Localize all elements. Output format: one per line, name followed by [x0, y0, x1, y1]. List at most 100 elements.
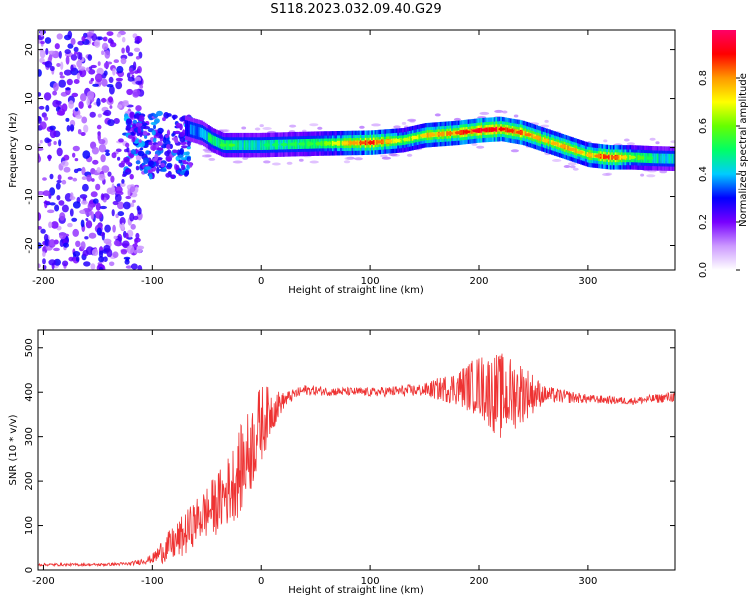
noise-speckle [123, 201, 131, 210]
ridge-cell [655, 155, 658, 161]
ridge-cell [261, 142, 264, 148]
ridge-cell [665, 156, 667, 161]
blob-speckle [165, 134, 169, 138]
blob-speckle [166, 129, 171, 137]
noise-speckle [134, 40, 140, 44]
noise-speckle [38, 143, 41, 147]
ridge-cell [644, 155, 646, 161]
ridge-cell [627, 154, 630, 160]
noise-speckle [131, 202, 135, 208]
snr-ytick-label: 300 [24, 427, 35, 446]
blob-speckle [156, 110, 163, 117]
blob-speckle [157, 127, 164, 134]
noise-speckle [137, 265, 143, 270]
ridge-peak [228, 143, 236, 147]
blob-speckle [179, 131, 185, 138]
colorbar-tick-label: 0.6 [698, 118, 709, 134]
blob-speckle [132, 123, 136, 127]
haze-speckle [602, 173, 611, 176]
ridge-cell [444, 131, 447, 137]
noise-speckle [38, 69, 42, 77]
ridge-cell [559, 142, 561, 148]
ridge-cell [436, 132, 439, 137]
noise-speckle [84, 236, 89, 240]
haze-speckle [646, 174, 656, 178]
ridge-cell [235, 142, 238, 148]
ridge-cell [514, 129, 517, 134]
blob-speckle [181, 164, 186, 171]
blob-speckle [152, 137, 157, 143]
noise-speckle [125, 232, 129, 239]
noise-speckle [106, 31, 114, 36]
ridge-cell [462, 129, 465, 135]
haze-speckle [479, 111, 490, 115]
noise-speckle [49, 202, 56, 206]
noise-speckle [40, 30, 44, 37]
noise-speckle [89, 200, 94, 205]
noise-speckle [121, 179, 125, 184]
noise-speckle [102, 111, 110, 116]
noise-speckle [63, 69, 72, 76]
noise-speckle [109, 85, 115, 95]
noise-speckle [39, 121, 47, 130]
noise-speckle [63, 166, 71, 173]
ridge-peak [428, 133, 436, 137]
spectrogram-data [38, 30, 675, 270]
noise-speckle [39, 49, 46, 59]
noise-speckle [45, 48, 49, 55]
ridge-cell [207, 134, 210, 140]
ridge-cell [198, 129, 200, 135]
ridge-cell [348, 140, 351, 146]
noise-speckle [111, 209, 115, 217]
blob-speckle [142, 130, 148, 136]
blob-speckle [186, 145, 191, 150]
ridge-peak [480, 128, 488, 132]
ridge-cell [601, 154, 604, 159]
ridge-peak [332, 141, 340, 145]
haze-speckle [359, 125, 365, 129]
noise-speckle [85, 218, 89, 221]
ridge-cell [225, 142, 228, 148]
noise-speckle [42, 251, 46, 257]
noise-speckle [102, 36, 108, 42]
ridge-cell [185, 125, 187, 131]
noise-speckle [87, 54, 93, 61]
noise-speckle [73, 46, 79, 53]
noise-speckle [80, 241, 86, 250]
blob-speckle [130, 149, 137, 155]
noise-speckle [70, 192, 74, 200]
blob-speckle [166, 157, 171, 162]
noise-speckle [122, 173, 127, 177]
noise-speckle [82, 183, 89, 192]
noise-speckle [86, 98, 90, 106]
ridge-peak [629, 155, 636, 159]
noise-speckle [88, 232, 97, 239]
haze-speckle [655, 141, 660, 145]
haze-speckle [476, 145, 485, 149]
noise-speckle [81, 200, 88, 205]
noise-speckle [70, 54, 78, 61]
blob-speckle [154, 153, 159, 161]
haze-speckle [640, 173, 645, 177]
noise-speckle [48, 239, 56, 248]
noise-speckle [75, 114, 83, 119]
haze-speckle [569, 165, 576, 169]
haze-speckle [262, 127, 272, 130]
blob-speckle [125, 161, 132, 165]
spectrogram-ytick-label: -20 [24, 237, 35, 253]
blob-speckle [145, 166, 152, 170]
colorbar-gradient [712, 30, 736, 270]
ridge-peak [324, 141, 332, 145]
spectrogram-xtick-label: -100 [141, 276, 164, 287]
noise-speckle [120, 182, 126, 187]
noise-speckle [118, 138, 124, 143]
noise-speckle [134, 186, 139, 193]
noise-speckle [40, 40, 45, 45]
noise-speckle [56, 179, 62, 184]
ridge-peak [306, 142, 314, 146]
ridge-peak [559, 144, 567, 148]
noise-speckle [90, 64, 97, 69]
blob-speckle [175, 164, 180, 171]
ridge-cell [671, 156, 674, 162]
ridge-cell [238, 142, 241, 148]
